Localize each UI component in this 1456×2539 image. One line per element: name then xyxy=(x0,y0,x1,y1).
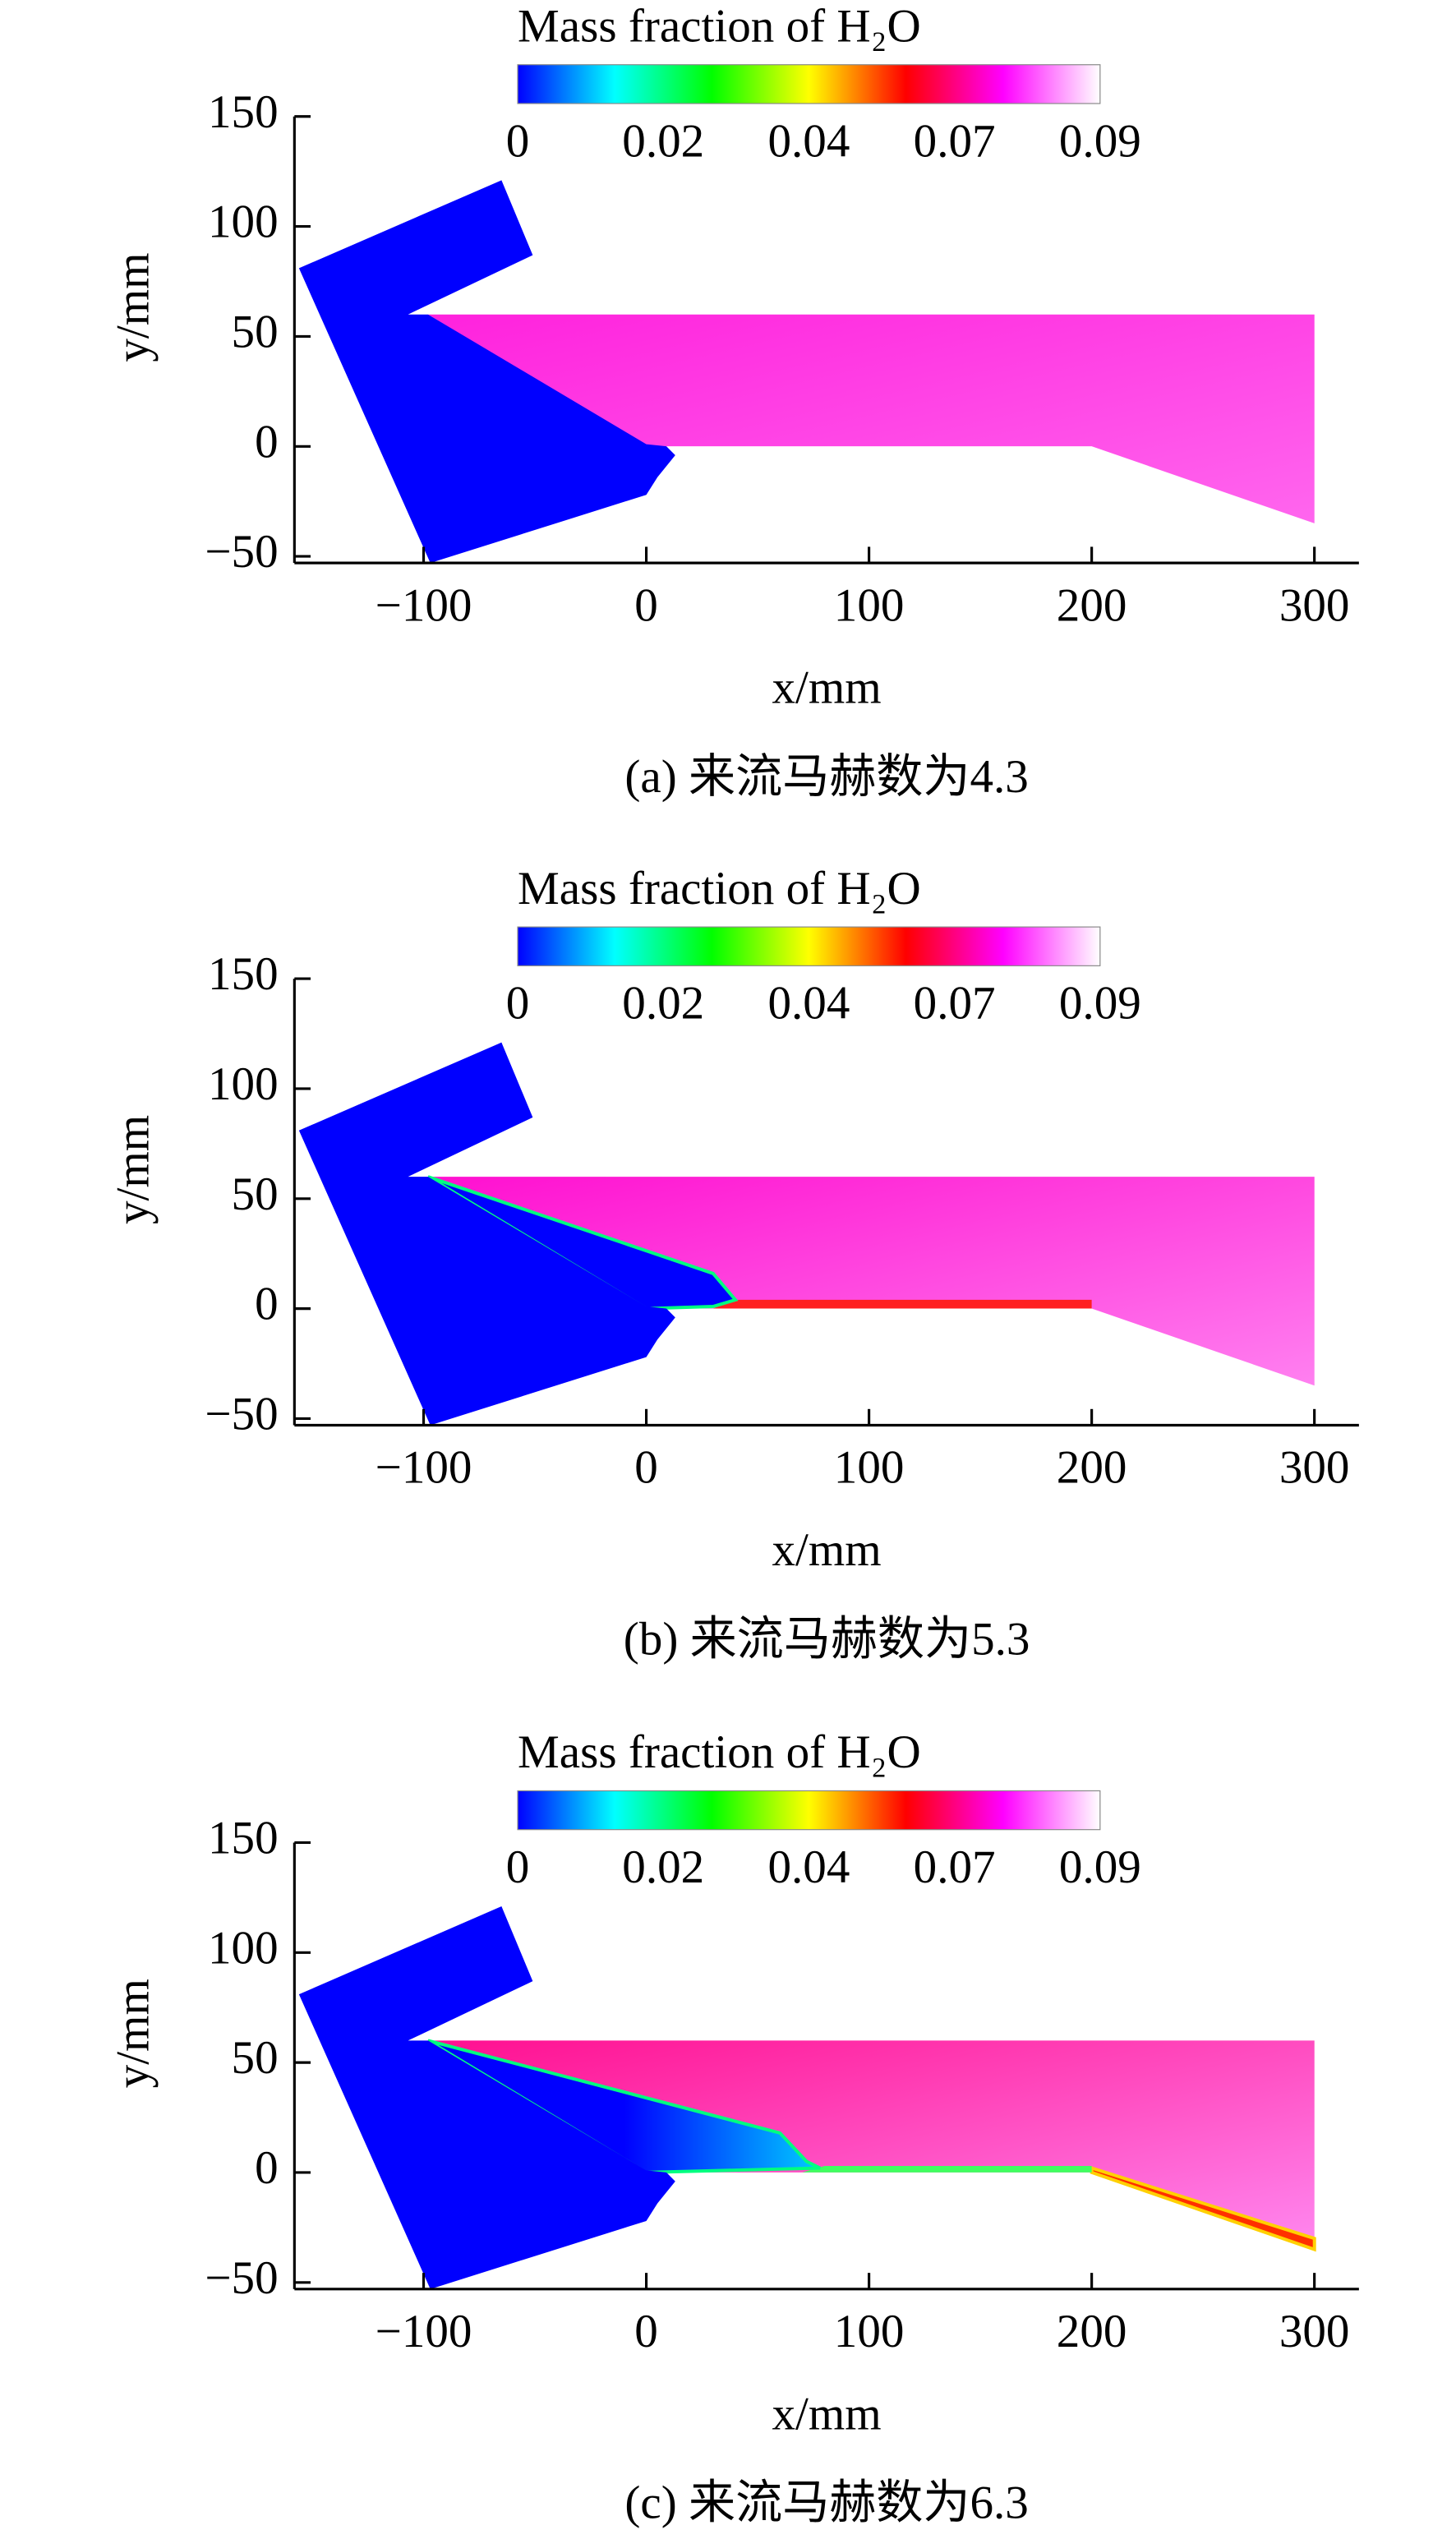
x-tick-label: 300 xyxy=(1279,1442,1350,1494)
colorbar-title: Mass fraction of H₂O xyxy=(518,1726,921,1778)
y-tick-label: 0 xyxy=(255,2142,279,2194)
caption: (b) 来流马赫数为5.3 xyxy=(624,1613,1030,1665)
x-tick-label: 300 xyxy=(1279,579,1350,631)
colorbar-tick-label: 0.07 xyxy=(914,115,996,167)
x-tick-label: −100 xyxy=(376,1442,472,1494)
colorbar-tick-label: 0.07 xyxy=(914,978,996,1030)
y-tick-label: 0 xyxy=(255,416,279,468)
colorbar-tick-label: 0.02 xyxy=(622,978,704,1030)
y-tick-label: 100 xyxy=(208,1922,279,1974)
x-tick-label: 100 xyxy=(834,2306,905,2357)
colorbar-tick-label: 0.04 xyxy=(767,1841,850,1893)
y-axis-label: y/mm xyxy=(107,1979,159,2088)
y-tick-label: 150 xyxy=(208,948,279,1000)
y-tick-label: 50 xyxy=(232,1168,279,1220)
flow-region xyxy=(427,1177,1315,1386)
colorbar-tick-label: 0.02 xyxy=(622,115,704,167)
y-axis-label: y/mm xyxy=(107,252,159,362)
colorbar-tick-label: 0.07 xyxy=(914,1841,996,1893)
colorbar-tick-label: 0.09 xyxy=(1059,115,1141,167)
colorbar xyxy=(517,1790,1101,1831)
y-tick-label: 50 xyxy=(232,306,279,358)
y-tick-label: 150 xyxy=(208,1813,279,1864)
x-tick-label: 0 xyxy=(634,2306,658,2357)
x-axis-label: x/mm xyxy=(772,662,881,714)
x-tick-label: 100 xyxy=(834,1442,905,1494)
colorbar-title: Mass fraction of H₂O xyxy=(518,863,921,915)
y-axis-label: y/mm xyxy=(107,1115,159,1224)
y-tick-label: 150 xyxy=(208,86,279,138)
x-tick-label: 0 xyxy=(634,1442,658,1494)
flow-region xyxy=(427,314,1315,523)
x-tick-label: 200 xyxy=(1057,2306,1127,2357)
mixing-layer xyxy=(802,2165,1092,2173)
intake-body xyxy=(298,1042,675,1426)
y-tick-label: −50 xyxy=(205,2252,278,2304)
colorbar-title: Mass fraction of H₂O xyxy=(518,1,921,53)
y-tick-label: 100 xyxy=(208,1058,279,1110)
colorbar-tick-label: 0.02 xyxy=(622,1841,704,1893)
intake-body xyxy=(298,1906,675,2289)
y-tick-label: 100 xyxy=(208,196,279,248)
x-tick-label: −100 xyxy=(376,579,472,631)
y-tick-label: 0 xyxy=(255,1279,279,1330)
colorbar xyxy=(517,64,1101,104)
panel: Mass fraction of H₂O 0 0.02 0.04 0.07 0.09 −10… xyxy=(107,1,1359,803)
y-tick-label: −50 xyxy=(205,1389,278,1440)
panel: Mass fraction of H₂O 0 0.02 0.04 0.07 0.09 −10… xyxy=(107,1726,1359,2529)
colorbar-tick-label: 0.09 xyxy=(1059,1841,1141,1893)
mixing-layer xyxy=(712,1299,1092,1309)
x-tick-label: −100 xyxy=(376,2306,472,2357)
colorbar-tick-label: 0.04 xyxy=(767,115,850,167)
x-tick-label: 0 xyxy=(634,579,658,631)
colorbar-tick-label: 0.04 xyxy=(767,978,850,1030)
colorbar xyxy=(517,926,1101,966)
intake-body xyxy=(298,180,675,564)
x-axis-label: x/mm xyxy=(772,1524,881,1576)
y-tick-label: 50 xyxy=(232,2032,279,2084)
colorbar-tick-label: 0.09 xyxy=(1059,978,1141,1030)
x-tick-label: 200 xyxy=(1057,1442,1127,1494)
colorbar-tick-label: 0 xyxy=(506,115,530,167)
x-tick-label: 300 xyxy=(1279,2306,1350,2357)
y-tick-label: −50 xyxy=(205,526,278,578)
flow-region xyxy=(427,2040,1315,2250)
panel: Mass fraction of H₂O 0 0.02 0.04 0.07 0.09 −10… xyxy=(107,863,1359,1665)
x-axis-label: x/mm xyxy=(772,2388,881,2440)
colorbar-tick-label: 0 xyxy=(506,978,530,1030)
caption: (c) 来流马赫数为6.3 xyxy=(624,2477,1028,2529)
x-tick-label: 200 xyxy=(1057,579,1127,631)
colorbar-tick-label: 0 xyxy=(506,1841,530,1893)
caption: (a) 来流马赫数为4.3 xyxy=(624,751,1028,803)
x-tick-label: 100 xyxy=(834,579,905,631)
